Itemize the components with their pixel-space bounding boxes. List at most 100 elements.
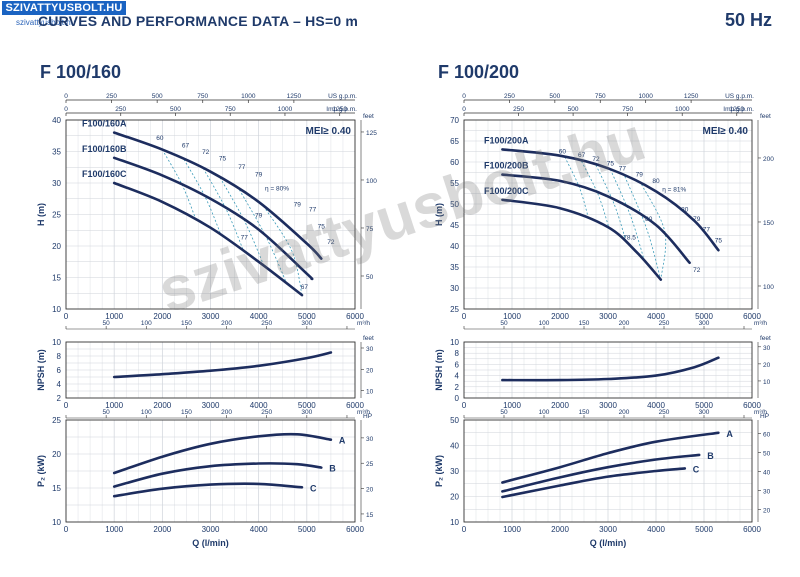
model-title-right: F 100/200 (438, 62, 520, 82)
power-series-label: B (707, 451, 714, 461)
y-tick-label: 0 (455, 394, 460, 403)
feet-unit-label: feet (363, 335, 374, 342)
m3h-tick-label: 100 (141, 409, 152, 416)
y-tick-label: 10 (450, 338, 459, 347)
m3h-tick-label: 250 (261, 409, 272, 416)
npsh-panel-2 (463, 341, 761, 419)
x-tick-label: 6000 (743, 401, 761, 410)
m3h-tick-label: 200 (221, 320, 232, 327)
frequency-label: 50 Hz (724, 10, 772, 30)
feet-tick-label: 10 (366, 389, 374, 396)
efficiency-label: 80 (645, 216, 653, 223)
gpm-tick-label: 1000 (638, 93, 653, 100)
efficiency-label: 77 (619, 165, 627, 172)
head-axis-title: H (m) (36, 203, 46, 226)
y-tick-label: 2 (57, 394, 62, 403)
y-tick-label: 30 (450, 467, 459, 476)
imp-tick-label: 0 (64, 106, 68, 113)
y-tick-label: 8 (57, 352, 62, 361)
imp-tick-label: 1250 (332, 106, 347, 113)
head-series-label: F100/200C (484, 186, 529, 196)
feet-tick-label: 100 (366, 178, 377, 185)
x-tick-label: 2000 (551, 312, 569, 321)
gpm-unit-label: US g.p.m. (725, 93, 754, 100)
efficiency-label: 77 (241, 235, 249, 242)
efficiency-contour (624, 176, 662, 280)
y-tick-label: 10 (52, 338, 61, 347)
efficiency-label: η = 80% (265, 186, 289, 193)
imp-unit-label: Imp g.p.m. (723, 106, 754, 113)
y-tick-label: 2 (455, 383, 460, 392)
y-tick-label: 10 (450, 518, 459, 527)
brand-logo[interactable]: SZIVATTYUSBOLT.HU (2, 1, 126, 15)
gpm-tick-label: 500 (152, 93, 163, 100)
feet-tick-label: 125 (366, 130, 377, 137)
gpm-tick-label: 250 (106, 93, 117, 100)
mei-label: MEI≥ 0.40 (305, 126, 351, 137)
m3h-unit-label: m³/h (754, 320, 767, 327)
head-series-label: F100/200B (484, 161, 529, 171)
plot-frame (65, 419, 356, 523)
power-curve-c (501, 467, 687, 499)
head-curve-f100160a (112, 131, 323, 260)
feet-tick-label: 30 (366, 346, 374, 353)
x-tick-label: 2000 (551, 525, 569, 534)
x-tick-label: 4000 (647, 312, 665, 321)
y-tick-label: 35 (52, 148, 61, 157)
x-tick-label: 1000 (105, 312, 123, 321)
efficiency-label: 79 (693, 216, 701, 223)
y-tick-label: 8 (455, 349, 460, 358)
efficiency-contour (183, 159, 222, 236)
y-tick-label: 10 (52, 518, 61, 527)
y-tick-label: 55 (450, 179, 459, 188)
head-panel-2 (463, 119, 761, 330)
x-tick-label: 4000 (647, 525, 665, 534)
imp-tick-label: 1000 (675, 106, 690, 113)
imp-tick-label: 1000 (278, 106, 293, 113)
m3h-tick-label: 150 (181, 409, 192, 416)
gpm-tick-label: 250 (504, 93, 515, 100)
head-series-label: F100/160B (82, 144, 127, 154)
m3h-tick-label: 50 (500, 320, 508, 327)
power-curve-b (501, 453, 701, 493)
page-title: CURVES AND PERFORMANCE DATA – HS=0 m (38, 13, 359, 29)
power-axis-title: P₂ (kW) (434, 455, 444, 487)
x-tick-label: 6000 (346, 312, 364, 321)
gpm-tick-label: 1250 (287, 93, 302, 100)
y-tick-label: 30 (52, 179, 61, 188)
plot-frame (463, 341, 753, 399)
x-tick-label: 1000 (503, 312, 521, 321)
feet-tick-label: 200 (763, 156, 774, 163)
power-curve-a (112, 432, 333, 475)
y-tick-label: 60 (450, 158, 459, 167)
y-tick-label: 20 (52, 242, 61, 251)
gpm-tick-label: 0 (64, 93, 68, 100)
plot-frame (65, 341, 356, 399)
q-axis-title: Q (l/min) (192, 538, 229, 548)
m3h-tick-label: 100 (141, 320, 152, 327)
feet-unit-label: feet (760, 113, 771, 120)
efficiency-label: 77 (238, 164, 246, 171)
y-tick-label: 25 (450, 305, 459, 314)
feet-tick-label: 50 (366, 274, 374, 281)
feet-tick-label: 30 (763, 345, 771, 352)
x-tick-label: 3000 (202, 401, 220, 410)
npsh-curve-npsh (112, 351, 333, 379)
hp-tick-label: 50 (763, 450, 771, 457)
model-title-left: F 100/160 (40, 62, 122, 82)
plot-frame (463, 119, 753, 310)
efficiency-contour (263, 205, 303, 296)
y-tick-label: 4 (455, 372, 460, 381)
efficiency-label: 72 (693, 267, 701, 274)
efficiency-label: 77 (309, 206, 317, 213)
x-tick-label: 6000 (743, 525, 761, 534)
m3h-tick-label: 300 (301, 409, 312, 416)
x-tick-label: 0 (462, 525, 467, 534)
plot-frame (463, 419, 753, 523)
mei-label: MEI≥ 0.40 (702, 126, 748, 137)
efficiency-label: 75 (715, 238, 723, 245)
power-panel-1 (65, 419, 364, 523)
power-curve-b (112, 462, 323, 488)
x-tick-label: 1000 (105, 525, 123, 534)
